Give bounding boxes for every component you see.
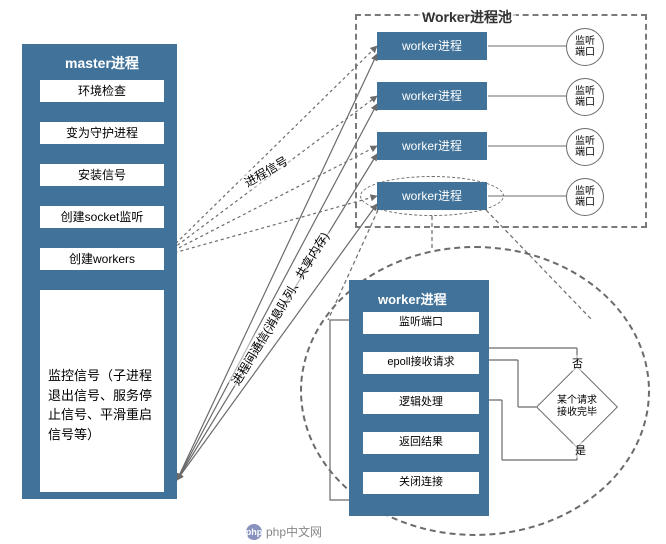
wd-step-4: 关闭连接 <box>362 471 480 495</box>
worker-detail-panel: worker进程 监听端口 epoll接收请求 逻辑处理 返回结果 关闭连接 <box>349 280 489 516</box>
worker-port-3: 监听 端口 <box>566 178 604 216</box>
label-signal: 进程信号 <box>239 151 293 192</box>
master-monitor: 监控信号（子进程退出信号、服务停止信号、平滑重启信号等） <box>39 289 165 493</box>
wd-step-3: 返回结果 <box>362 431 480 455</box>
label-yes: 是 <box>573 442 588 458</box>
worker-proc-1: worker进程 <box>377 82 487 110</box>
master-title: master进程 <box>61 51 143 75</box>
wd-step-2: 逻辑处理 <box>362 391 480 415</box>
worker-proc-2: worker进程 <box>377 132 487 160</box>
master-step-3: 创建socket监听 <box>39 205 165 229</box>
wd-step-1: epoll接收请求 <box>362 351 480 375</box>
worker-port-2: 监听 端口 <box>566 128 604 166</box>
worker-proc-3: worker进程 <box>377 182 487 210</box>
watermark-icon: php <box>246 524 262 540</box>
worker-port-0: 监听 端口 <box>566 28 604 66</box>
worker-detail-title: worker进程 <box>374 287 451 310</box>
watermark-text: php中文网 <box>266 523 322 540</box>
worker-port-1: 监听 端口 <box>566 78 604 116</box>
master-step-4: 创建workers <box>39 247 165 271</box>
master-step-0: 环境检查 <box>39 79 165 103</box>
master-panel: master进程 环境检查 变为守护进程 安装信号 创建socket监听 创建w… <box>22 44 177 499</box>
worker-pool-title: Worker进程池 <box>418 5 516 29</box>
master-step-1: 变为守护进程 <box>39 121 165 145</box>
label-no: 否 <box>570 355 585 371</box>
worker-proc-0: worker进程 <box>377 32 487 60</box>
watermark: php php中文网 <box>246 523 322 540</box>
master-step-2: 安装信号 <box>39 163 165 187</box>
wd-step-0: 监听端口 <box>362 311 480 335</box>
decision-text: 某个请求 接收完毕 <box>549 379 605 435</box>
